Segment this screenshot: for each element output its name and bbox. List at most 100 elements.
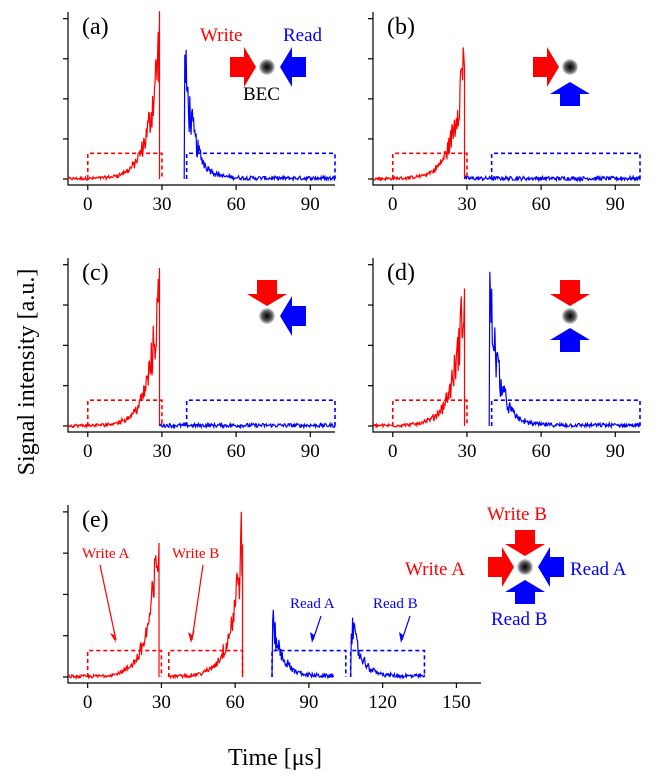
gate-pulse bbox=[349, 649, 426, 677]
x-tick-label: 120 bbox=[368, 692, 397, 713]
panel-label: (b) bbox=[387, 14, 415, 40]
legend-e: Write B Write A Read A Read B bbox=[405, 504, 627, 630]
read-arrow-icon bbox=[280, 47, 306, 87]
x-tick-label: 0 bbox=[83, 194, 93, 215]
annotations-e: Write A Write B Read A Read B bbox=[82, 546, 418, 643]
read-arrow-icon bbox=[550, 82, 590, 106]
x-axis-title: Time [μs] bbox=[228, 745, 322, 771]
y-axis-title: Signal intensity [a.u.] bbox=[14, 269, 40, 476]
bec-icon bbox=[562, 59, 578, 75]
bec-icon bbox=[259, 308, 275, 324]
gate-pulse bbox=[391, 152, 468, 179]
x-tick-label: 60 bbox=[226, 692, 245, 713]
axis-frame bbox=[372, 258, 640, 433]
signal-series bbox=[372, 47, 466, 182]
write-arrow-icon bbox=[247, 280, 287, 306]
signal-series bbox=[67, 542, 160, 681]
chart-panel: 0 30 60 90 (c) bbox=[63, 258, 336, 462]
x-tick-label: 90 bbox=[299, 692, 318, 713]
gate-pulse bbox=[271, 649, 347, 677]
signal-series bbox=[271, 609, 335, 680]
read-arrow-icon bbox=[550, 328, 590, 352]
panel-label: (e) bbox=[82, 507, 109, 533]
read-a-arrowhead-icon bbox=[310, 630, 317, 643]
legend-write-b-label: Write B bbox=[487, 504, 547, 525]
legend-write-b-arrow-icon bbox=[505, 530, 545, 556]
x-tick-label: 0 bbox=[83, 441, 93, 462]
axis-frame bbox=[67, 505, 481, 684]
x-tick-label: 0 bbox=[83, 692, 93, 713]
gate-pulse bbox=[86, 152, 163, 179]
legend-read-b-label: Read B bbox=[491, 609, 547, 630]
write-label: Write bbox=[200, 25, 243, 46]
signal-series bbox=[183, 49, 336, 183]
write-a-arrowhead-icon bbox=[110, 629, 116, 643]
write-a-label: Write A bbox=[82, 546, 129, 562]
x-tick-label: 0 bbox=[388, 441, 398, 462]
write-b-label: Write B bbox=[172, 546, 219, 562]
x-tick-label: 90 bbox=[606, 441, 625, 462]
legend-write-a-label: Write A bbox=[405, 559, 465, 580]
x-tick-label: 90 bbox=[606, 194, 625, 215]
panels-group: 0 30 60 90 (a) 0 30 60 90 (b) 0 30 60 90 (c) 0 30 60 90 (d)… bbox=[63, 11, 641, 713]
write-b-arrowhead-icon bbox=[188, 630, 195, 643]
gate-pulse bbox=[490, 152, 641, 179]
signal-series bbox=[168, 511, 244, 680]
x-tick-label: 90 bbox=[301, 194, 320, 215]
gate-pulse bbox=[391, 399, 468, 426]
signal-series bbox=[350, 617, 426, 680]
read-b-arrowhead-icon bbox=[399, 630, 406, 643]
write-arrow-icon bbox=[230, 47, 256, 87]
signal-series bbox=[463, 174, 641, 183]
chart-panel: 0 30 60 90 120 150 (e) bbox=[63, 505, 481, 713]
x-tick-label: 30 bbox=[152, 441, 171, 462]
bec-icon bbox=[259, 59, 275, 75]
write-arrow-icon bbox=[533, 47, 559, 87]
axis-frame bbox=[372, 12, 640, 186]
x-tick-label: 30 bbox=[152, 194, 171, 215]
gate-pulse bbox=[185, 152, 336, 179]
x-tick-label: 60 bbox=[532, 194, 551, 215]
bec-label: BEC bbox=[243, 84, 280, 105]
signal-series bbox=[372, 288, 466, 430]
signal-series bbox=[67, 267, 161, 430]
panel-label: (d) bbox=[387, 260, 415, 286]
inset-c bbox=[247, 280, 306, 336]
inset-d bbox=[550, 280, 590, 352]
x-tick-label: 60 bbox=[227, 194, 246, 215]
axis-frame bbox=[67, 258, 335, 433]
chart-panel: 0 30 60 90 (b) bbox=[368, 12, 641, 215]
write-a-arrow-icon bbox=[99, 564, 117, 641]
x-tick-label: 0 bbox=[388, 194, 398, 215]
bec-icon bbox=[517, 559, 533, 575]
gate-pulse bbox=[185, 399, 336, 426]
legend-read-a-arrow-icon bbox=[538, 547, 564, 587]
gate-pulse bbox=[86, 399, 163, 426]
x-tick-label: 30 bbox=[152, 692, 171, 713]
x-tick-label: 30 bbox=[457, 194, 476, 215]
inset-a: Write Read BEC bbox=[200, 25, 323, 105]
panel-label: (a) bbox=[82, 14, 109, 40]
x-tick-label: 150 bbox=[442, 692, 471, 713]
read-b-label: Read B bbox=[373, 596, 418, 612]
gate-pulse bbox=[490, 399, 641, 426]
read-arrow-icon bbox=[280, 296, 306, 336]
read-label: Read bbox=[283, 25, 323, 46]
write-b-arrow-icon bbox=[191, 564, 204, 641]
signal-series bbox=[158, 421, 336, 430]
axis-frame bbox=[67, 12, 335, 186]
panel-label: (c) bbox=[82, 260, 109, 286]
x-tick-label: 30 bbox=[457, 441, 476, 462]
inset-b bbox=[533, 47, 590, 106]
chart-panel: 0 30 60 90 (d) bbox=[368, 258, 641, 462]
gate-pulse bbox=[167, 649, 244, 677]
x-tick-label: 60 bbox=[227, 441, 246, 462]
write-arrow-icon bbox=[550, 280, 590, 306]
x-tick-label: 60 bbox=[532, 441, 551, 462]
signal-series bbox=[488, 271, 641, 430]
read-a-label: Read A bbox=[290, 596, 335, 612]
x-tick-label: 90 bbox=[301, 441, 320, 462]
legend-write-a-arrow-icon bbox=[488, 547, 514, 587]
chart-panel: 0 30 60 90 (a) bbox=[63, 11, 336, 215]
